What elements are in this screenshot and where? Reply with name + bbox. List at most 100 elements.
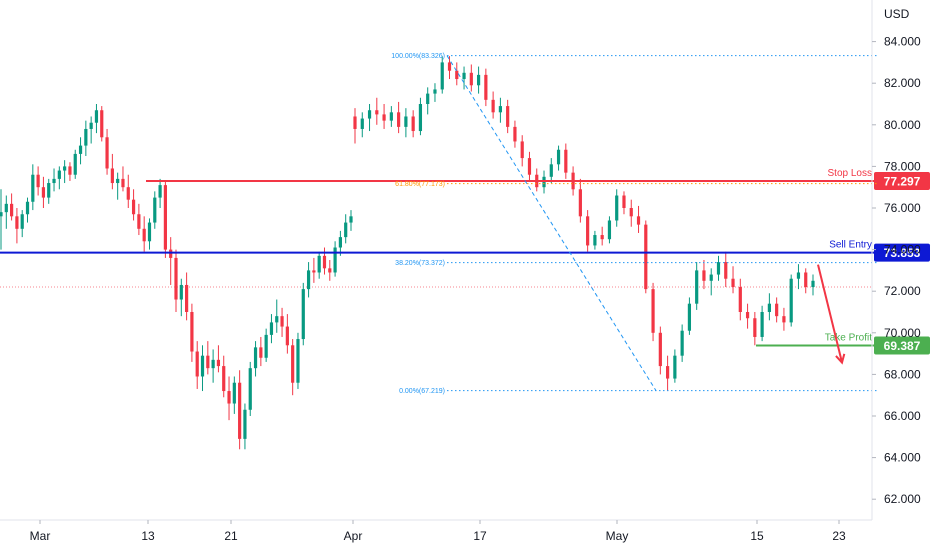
candle-body xyxy=(227,391,231,404)
candle-body xyxy=(169,249,173,258)
take-profit-label: Take Profit xyxy=(825,333,872,344)
candle-body xyxy=(10,203,14,217)
candle-body xyxy=(211,359,215,369)
candle-body xyxy=(264,334,268,358)
candle-body xyxy=(724,262,728,279)
fib-level-label: 38.20%(73.372) xyxy=(395,260,445,267)
candle-body xyxy=(259,347,263,358)
candle-body xyxy=(73,153,77,175)
levels-layer: Stop Loss 77.297 Sell Entry 73.853 Take Prof… xyxy=(0,168,930,365)
candle-body xyxy=(593,235,597,246)
candle-body xyxy=(564,149,568,173)
candle-body xyxy=(447,62,452,71)
sell-entry-badge-value: 73.853 xyxy=(884,246,921,260)
candle-body xyxy=(206,355,210,369)
candle-body xyxy=(222,366,226,392)
candle-body xyxy=(333,247,337,273)
y-tick-label: 62.000 xyxy=(884,492,921,506)
fib-level-label: 0.00%(67.219) xyxy=(399,388,445,395)
candle-body xyxy=(695,270,699,304)
candle-body xyxy=(433,89,437,94)
candle-body xyxy=(275,316,279,323)
candle-body xyxy=(20,214,24,229)
candle-body xyxy=(796,272,801,279)
candle-body xyxy=(644,224,648,290)
candle-body xyxy=(498,106,502,113)
candle-body xyxy=(586,216,590,246)
candle-body xyxy=(185,284,189,312)
candle-body xyxy=(782,316,786,323)
x-tick-label: Mar xyxy=(30,529,51,543)
candle-body xyxy=(811,280,815,288)
candle-body xyxy=(190,312,194,352)
candle-body xyxy=(216,359,221,367)
y-tick-label: 80.000 xyxy=(884,118,921,132)
candle-body xyxy=(578,189,582,217)
candle-body xyxy=(476,74,481,86)
candle-body xyxy=(110,168,114,184)
candle-body xyxy=(312,270,316,273)
candle-body xyxy=(404,116,408,127)
candle-body xyxy=(200,355,205,377)
candle-body xyxy=(513,126,517,142)
candle-body xyxy=(131,199,136,215)
candle-body xyxy=(389,112,393,121)
candle-body xyxy=(629,208,633,217)
projection-arrow-shaft xyxy=(817,264,843,363)
candle-body xyxy=(63,166,67,171)
candle-body xyxy=(15,216,19,229)
candle-body xyxy=(731,278,735,288)
candle-body xyxy=(440,62,444,90)
take-profit-badge xyxy=(874,336,930,355)
currency-label: USD xyxy=(884,7,910,21)
sell-entry-label: Sell Entry xyxy=(829,240,872,251)
candle-body xyxy=(418,104,423,132)
candle-body xyxy=(469,72,473,86)
candle-body xyxy=(94,110,99,123)
candle-body xyxy=(349,216,353,223)
candle-body xyxy=(179,284,183,300)
candle-body xyxy=(163,185,167,250)
candle-body xyxy=(174,257,178,300)
candle-body xyxy=(105,137,109,169)
candle-body xyxy=(397,112,401,127)
y-tick-label: 74.000 xyxy=(884,243,921,257)
candle-body xyxy=(280,316,284,327)
take-profit-badge-value: 69.387 xyxy=(884,339,921,353)
candle-body xyxy=(89,122,93,129)
candle-body xyxy=(232,382,236,404)
candle-body xyxy=(702,270,706,281)
y-tick-label: 70.000 xyxy=(884,326,921,340)
x-tick-label: 15 xyxy=(750,529,764,543)
y-tick-label: 68.000 xyxy=(884,367,921,381)
candle-body xyxy=(353,116,357,129)
sell-entry-badge xyxy=(874,243,930,262)
candle-body xyxy=(301,289,305,340)
candle-body xyxy=(52,178,56,184)
candle-body xyxy=(622,195,626,208)
candle-body xyxy=(100,110,104,138)
candle-body xyxy=(253,347,258,369)
candle-body xyxy=(238,382,242,439)
fib-level-label: 61.80%(77.173) xyxy=(395,181,445,188)
x-tick-label: 17 xyxy=(473,529,487,543)
candle-body xyxy=(322,255,327,269)
candle-body xyxy=(760,312,764,337)
candle-body xyxy=(804,272,808,288)
x-tick-label: 21 xyxy=(224,529,238,543)
candle-body xyxy=(291,345,295,383)
candle-body xyxy=(382,114,386,121)
candle-body xyxy=(680,330,684,356)
candle-body xyxy=(78,145,83,154)
candle-body xyxy=(338,237,342,248)
candle-body xyxy=(527,158,532,175)
x-tick-label: 23 xyxy=(832,529,846,543)
candle-body xyxy=(248,368,252,410)
candle-body xyxy=(491,99,495,113)
candle-body xyxy=(153,197,157,223)
candle-body xyxy=(745,312,750,319)
candle-body xyxy=(709,274,713,281)
candle-body xyxy=(767,303,771,312)
candle-body xyxy=(147,222,152,242)
